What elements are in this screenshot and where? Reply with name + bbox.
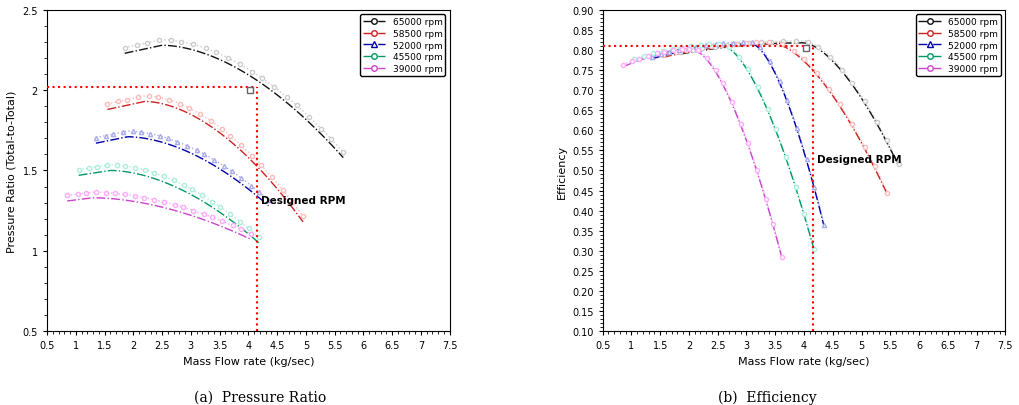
Text: (b)  Efficiency: (b) Efficiency: [717, 390, 815, 404]
Text: Designed RPM: Designed RPM: [816, 155, 901, 165]
Legend: 65000 rpm, 58500 rpm, 52000 rpm, 45500 rpm, 39000 rpm: 65000 rpm, 58500 rpm, 52000 rpm, 45500 r…: [915, 15, 1000, 77]
Y-axis label: Efficiency: Efficiency: [556, 144, 566, 198]
Text: Designed RPM: Designed RPM: [261, 195, 345, 205]
Y-axis label: Pressure Ratio (Total-to-Total): Pressure Ratio (Total-to-Total): [7, 90, 17, 252]
Legend: 65000 rpm, 58500 rpm, 52000 rpm, 45500 rpm, 39000 rpm: 65000 rpm, 58500 rpm, 52000 rpm, 45500 r…: [360, 15, 444, 77]
X-axis label: Mass Flow rate (kg/sec): Mass Flow rate (kg/sec): [738, 356, 869, 366]
Text: (a)  Pressure Ratio: (a) Pressure Ratio: [194, 390, 326, 404]
X-axis label: Mass Flow rate (kg/sec): Mass Flow rate (kg/sec): [182, 356, 314, 366]
